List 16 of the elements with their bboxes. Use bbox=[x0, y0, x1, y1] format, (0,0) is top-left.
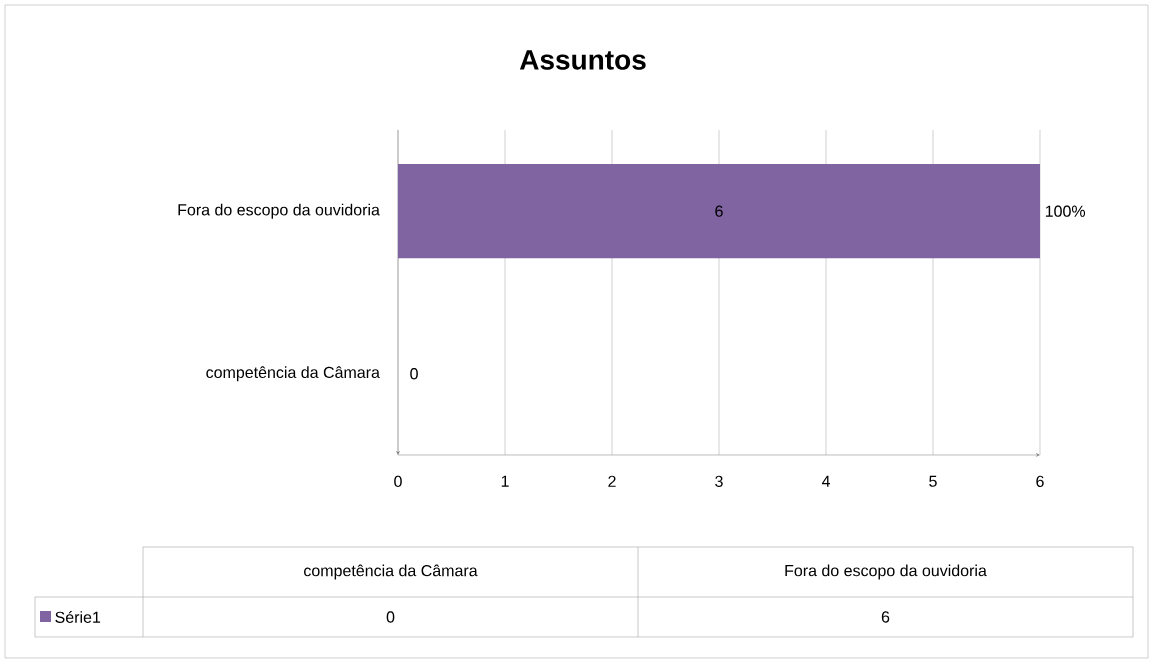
legend-label: Série1 bbox=[55, 611, 101, 623]
x-tick-label: 5 bbox=[929, 475, 937, 487]
category-label: competência da Câmara bbox=[304, 564, 478, 580]
x-tick-label: 1 bbox=[501, 475, 509, 487]
x-tick-label: 6 bbox=[1036, 475, 1044, 488]
annotation: 100% bbox=[1045, 205, 1086, 217]
x-tick-label: 2 bbox=[608, 475, 616, 487]
x-tick-label: 0 bbox=[394, 475, 402, 488]
x-tick-label: 3 bbox=[715, 475, 723, 488]
category-label: Fora do escopo da ouvidoria bbox=[785, 564, 987, 580]
text: 0 bbox=[386, 611, 395, 623]
data-label: 6 bbox=[715, 205, 723, 217]
x-tick-label: 4 bbox=[821, 475, 830, 487]
text: 6 bbox=[881, 611, 890, 623]
data-label: 0 bbox=[410, 368, 418, 380]
chart-title: Assuntos bbox=[519, 50, 646, 70]
